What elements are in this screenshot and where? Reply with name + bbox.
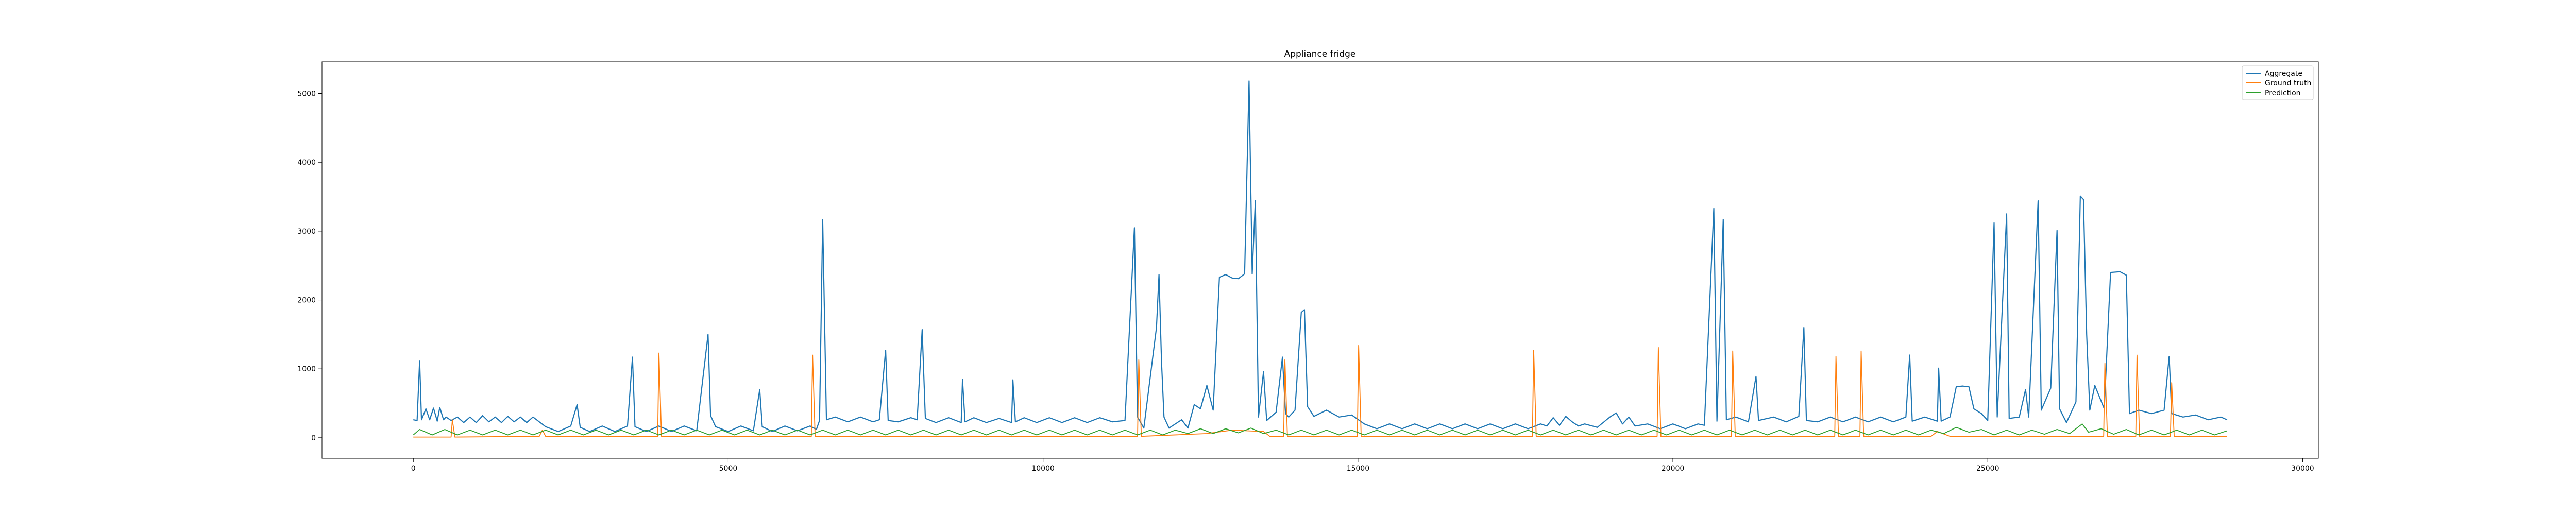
- legend-label-aggregate: Aggregate: [2265, 70, 2302, 78]
- x-tick-label: 30000: [2291, 465, 2314, 473]
- y-tick-label: 5000: [297, 90, 316, 98]
- legend-label-ground-truth: Ground truth: [2265, 79, 2311, 88]
- x-tick-label: 20000: [1662, 465, 1685, 473]
- y-tick-label: 3000: [297, 228, 316, 236]
- x-tick-label: 15000: [1347, 465, 1370, 473]
- x-tick-label: 0: [411, 465, 416, 473]
- y-tick-label: 4000: [297, 159, 316, 167]
- y-tick-label: 1000: [297, 365, 316, 373]
- x-tick-label: 5000: [719, 465, 738, 473]
- legend-label-prediction: Prediction: [2265, 89, 2301, 97]
- y-tick-label: 0: [311, 434, 316, 442]
- x-tick-label: 25000: [1976, 465, 1999, 473]
- legend: Aggregate Ground truth Prediction: [2242, 66, 2313, 100]
- chart-title: Appliance fridge: [1284, 49, 1356, 59]
- x-tick-label: 10000: [1031, 465, 1055, 473]
- y-tick-label: 2000: [297, 297, 316, 305]
